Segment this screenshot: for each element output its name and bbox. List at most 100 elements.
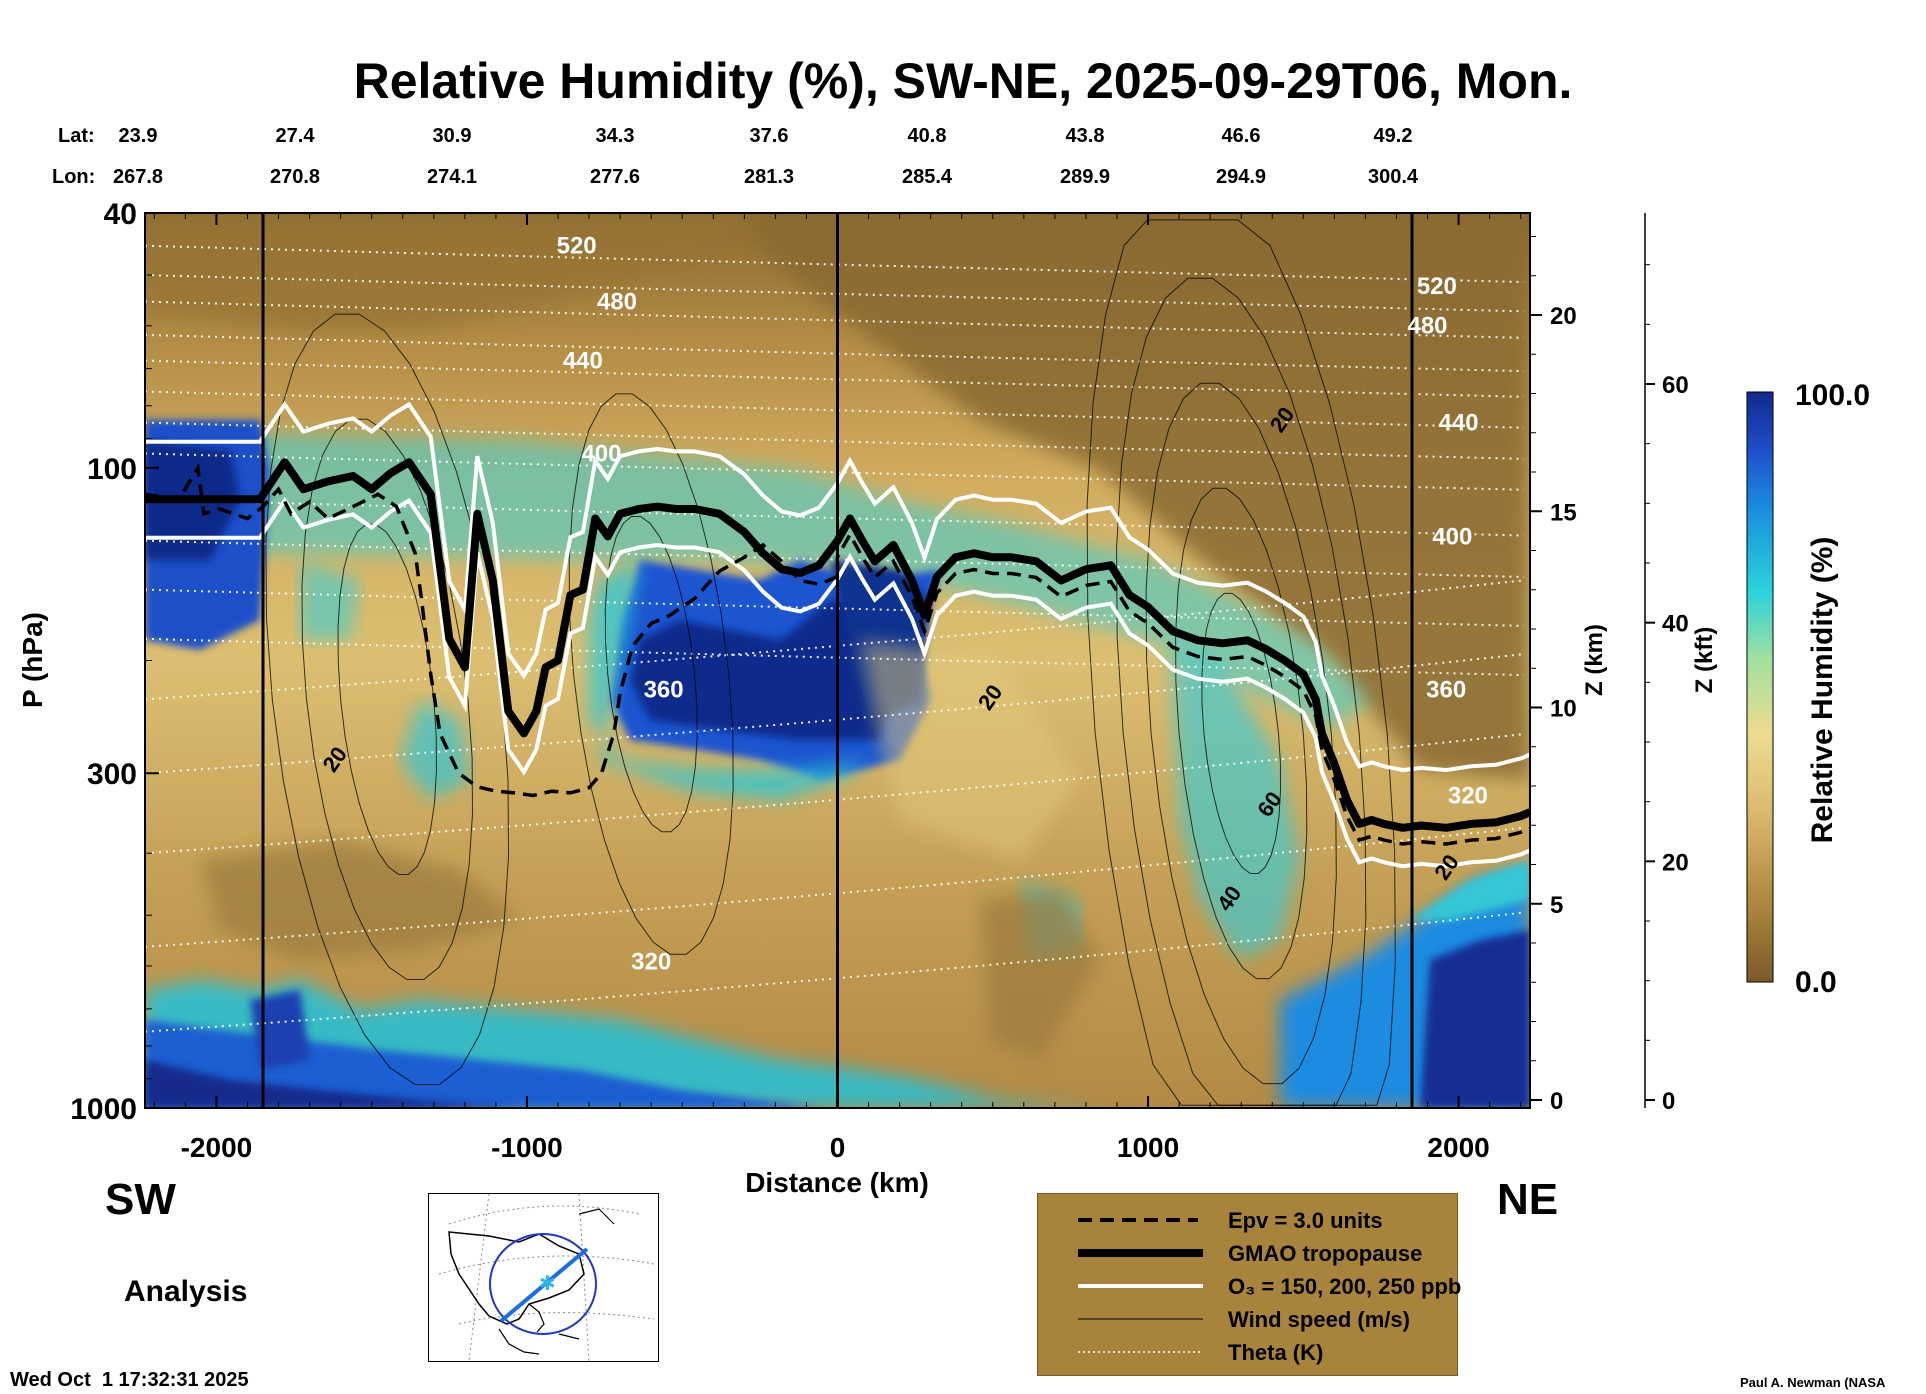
wind-speed-contour — [265, 313, 510, 1086]
theta-label: 360 — [1426, 677, 1466, 704]
colorbar-min: 0.0 — [1795, 966, 1837, 999]
analysis-label: Analysis — [124, 1275, 248, 1308]
theta-line — [145, 390, 1524, 429]
lat-value: 23.9 — [118, 125, 158, 147]
wind-speed-contour — [604, 516, 698, 833]
theta-label: 320 — [1448, 782, 1488, 809]
wind-speed-contour — [1201, 592, 1282, 874]
theta-label: 520 — [1417, 273, 1457, 300]
y-tick-label: 100 — [87, 453, 137, 486]
theta-label: 520 — [557, 233, 597, 260]
wind-speed-contour — [1145, 382, 1337, 1085]
lat-value: 30.9 — [432, 125, 472, 147]
colorbar-label: Relative Humidity (%) — [1806, 537, 1839, 844]
legend-label-theta: Theta (K) — [1228, 1340, 1324, 1365]
theta-label: 360 — [644, 677, 684, 704]
x-tick-label: -2000 — [181, 1132, 253, 1163]
y-tick-label: 40 — [104, 198, 137, 231]
legend-label-wind: Wind speed (m/s) — [1228, 1307, 1410, 1332]
x-tick-label: 0 — [830, 1132, 846, 1163]
x-tick-label: 1000 — [1117, 1132, 1179, 1163]
lat-value: 40.8 — [907, 125, 947, 147]
theta-line — [145, 359, 1524, 398]
lon-value: 289.9 — [1059, 166, 1111, 188]
z-kft-tick-label: 60 — [1662, 372, 1689, 399]
lon-value: 274.1 — [426, 166, 478, 188]
theta-label: 440 — [1439, 410, 1479, 437]
legend-label-epv: Epv = 3.0 units — [1228, 1208, 1383, 1233]
lon-value: 285.4 — [901, 166, 953, 188]
lon-value: 281.3 — [743, 166, 795, 188]
theta-line — [145, 300, 1524, 339]
theta-label: 480 — [597, 289, 637, 316]
ne-label: NE — [1497, 1175, 1559, 1224]
lon-value: 270.8 — [269, 166, 321, 188]
ozone-contour — [145, 400, 1530, 773]
theta-label: 480 — [1407, 313, 1447, 340]
theta-label: 440 — [563, 348, 603, 375]
legend-item-tropopause: GMAO tropopause — [1038, 1237, 1457, 1269]
z-kft-tick-label: 40 — [1662, 611, 1689, 638]
lat-value: 43.8 — [1065, 125, 1105, 147]
wind-speed-contour — [301, 418, 474, 980]
lat-value: 34.3 — [595, 125, 635, 147]
z-km-tick-label: 15 — [1550, 499, 1577, 526]
lon-value: 294.9 — [1215, 166, 1267, 188]
credit: Paul A. Newman (NASA — [1740, 1375, 1886, 1390]
theta-label: 400 — [1432, 523, 1472, 550]
theta-line — [145, 588, 1524, 627]
lon-value: 300.4 — [1367, 166, 1419, 188]
wind-speed-contour — [337, 523, 437, 875]
lat-value: 37.6 — [749, 125, 789, 147]
x-tick-label: -1000 — [491, 1132, 563, 1163]
z-km-tick-label: 20 — [1550, 303, 1577, 330]
legend-label-tropopause: GMAO tropopause — [1228, 1241, 1423, 1266]
lon-value: 277.6 — [589, 166, 641, 188]
z-kft-tick-label: 20 — [1662, 849, 1689, 876]
legend-item-wind: Wind speed (m/s) — [1038, 1303, 1457, 1335]
theta-label: 320 — [631, 948, 671, 975]
lat-value: 46.6 — [1221, 125, 1261, 147]
z-km-tick-label: 10 — [1550, 696, 1577, 723]
theta-line — [145, 244, 1524, 283]
x-tick-label: 2000 — [1427, 1132, 1489, 1163]
legend: Epv = 3.0 units GMAO tropopause O₃ = 150… — [1037, 1193, 1461, 1376]
theta-line — [145, 539, 1524, 578]
wind-speed-contour — [568, 393, 734, 955]
y-axis-title: P (hPa) — [17, 612, 48, 708]
z-km-axis-title: Z (km) — [1581, 624, 1608, 696]
chart-title: Relative Humidity (%), SW-NE, 2025-09-29… — [353, 53, 1573, 109]
z-km-tick-label: 0 — [1550, 1088, 1563, 1115]
map-center-marker: ✱ — [539, 1271, 556, 1295]
theta-line — [145, 452, 1524, 491]
timestamp: Wed Oct 1 17:32:31 2025 — [10, 1369, 249, 1391]
y-tick-label: 300 — [87, 758, 137, 791]
sw-label: SW — [105, 1175, 176, 1224]
y-tick-label: 1000 — [70, 1093, 137, 1126]
legend-item-epv: Epv = 3.0 units — [1038, 1204, 1457, 1236]
contour-lines — [145, 219, 1524, 1106]
tropopause-line — [145, 458, 1530, 832]
theta-line — [145, 274, 1524, 313]
colorbar — [1746, 391, 1774, 983]
z-kft-tick-label: 0 — [1662, 1088, 1675, 1115]
lat-value: 27.4 — [275, 125, 315, 147]
colorbar-max: 100.0 — [1795, 379, 1870, 412]
map-inset: ✱ — [428, 1193, 659, 1362]
overlay-lines — [145, 213, 1530, 1108]
wind-speed-contour — [1175, 487, 1308, 980]
legend-item-theta: Theta (K) — [1038, 1336, 1457, 1368]
theta-line — [145, 333, 1524, 373]
theta-line — [145, 421, 1524, 460]
axes: -2000 -1000 0 1000 2000 40 100 300 1000 0 5 10 15 20 0… — [70, 198, 1688, 1163]
wind-speed-contour — [1086, 219, 1396, 1106]
theta-label: 400 — [581, 441, 621, 468]
legend-item-ozone: O₃ = 150, 200, 250 ppb — [1038, 1270, 1461, 1302]
lat-label: Lat: — [58, 125, 95, 147]
z-kft-axis-title: Z (kft) — [1691, 627, 1718, 694]
lat-value: 49.2 — [1373, 125, 1413, 147]
map-inset-graphic: ✱ — [438, 1193, 655, 1362]
lon-value: 267.8 — [112, 166, 164, 188]
theta-line — [145, 498, 1524, 537]
